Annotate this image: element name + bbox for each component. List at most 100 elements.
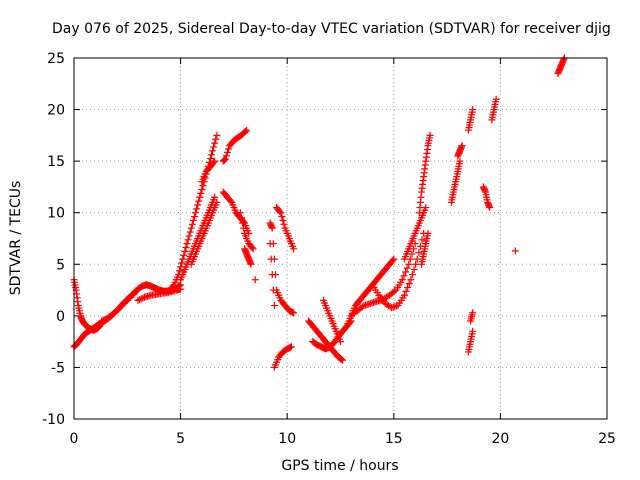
- data-point: [208, 151, 216, 159]
- data-point: [101, 315, 109, 323]
- data-point: [270, 302, 278, 310]
- data-point: [192, 209, 200, 217]
- data-point: [189, 216, 197, 224]
- data-point: [196, 193, 204, 201]
- data-point: [197, 189, 205, 197]
- data-point: [206, 155, 214, 163]
- data-point: [199, 182, 207, 190]
- x-tick-label: 25: [598, 431, 616, 447]
- data-point: [269, 286, 277, 294]
- data-point: [404, 283, 412, 291]
- data-point: [98, 317, 106, 325]
- series-arc-j: [219, 188, 253, 237]
- data-point: [268, 224, 276, 232]
- series-arc-t: [319, 296, 344, 346]
- plot-frame: [73, 57, 608, 420]
- series-arc-g: [187, 198, 221, 268]
- y-tick-label: 20: [47, 103, 65, 119]
- data-point: [193, 205, 201, 213]
- data-point: [183, 240, 191, 248]
- series-arc-i: [219, 126, 251, 165]
- series-arc-ab: [454, 142, 466, 160]
- data-point: [112, 307, 120, 315]
- x-tick-label: 0: [70, 431, 79, 447]
- y-tick-label: -5: [51, 360, 65, 376]
- data-point: [390, 287, 398, 295]
- data-point: [210, 143, 218, 151]
- data-point: [405, 280, 413, 288]
- y-tick-label: -10: [42, 412, 65, 428]
- x-tick-label: 20: [491, 431, 509, 447]
- data-point: [198, 186, 206, 194]
- series-arc-af: [479, 183, 494, 212]
- series-arc-aa: [447, 157, 464, 206]
- data-point: [211, 157, 219, 165]
- data-point: [410, 265, 418, 273]
- series-arc-ag: [488, 95, 500, 124]
- data-point: [290, 309, 298, 317]
- data-point: [290, 245, 298, 253]
- data-point: [184, 236, 192, 244]
- data-point: [400, 291, 408, 299]
- data-point: [176, 267, 184, 275]
- data-point: [186, 228, 194, 236]
- data-point: [194, 201, 202, 209]
- data-point: [137, 295, 145, 303]
- chart-title: Day 076 of 2025, Sidereal Day-to-day VTE…: [52, 21, 611, 37]
- y-tick-label: 25: [47, 51, 65, 67]
- data-point: [422, 204, 430, 212]
- data-point: [426, 131, 434, 139]
- data-point: [400, 272, 408, 280]
- data-point: [178, 259, 186, 267]
- series-arc-y: [415, 131, 434, 217]
- data-point: [398, 276, 406, 284]
- data-point: [125, 295, 133, 303]
- data-point: [211, 193, 219, 201]
- data-point: [267, 255, 275, 263]
- series-arc-h: [198, 157, 219, 186]
- data-point: [177, 285, 185, 293]
- data-point: [412, 260, 420, 268]
- series-arc-z: [418, 229, 432, 268]
- data-point: [236, 209, 244, 217]
- data-point: [486, 204, 494, 212]
- data-point: [415, 249, 423, 257]
- series-arc-n: [273, 204, 298, 253]
- data-point: [213, 198, 221, 206]
- data-point: [242, 127, 250, 135]
- data-point: [122, 298, 130, 306]
- data-point: [243, 126, 251, 134]
- data-point: [181, 247, 189, 255]
- series-arc-ai: [554, 54, 568, 77]
- data-point: [276, 207, 284, 215]
- data-point: [492, 95, 500, 103]
- series-arc-m: [266, 219, 298, 317]
- x-tick-label: 5: [176, 431, 185, 447]
- data-point: [277, 209, 285, 217]
- data-point: [225, 145, 233, 153]
- data-point: [209, 147, 217, 155]
- y-axis-label: SDTVAR / TECUs: [8, 181, 24, 296]
- x-axis-label: GPS time / hours: [281, 458, 398, 474]
- data-point: [239, 218, 247, 226]
- data-point: [280, 220, 288, 228]
- data-point: [210, 158, 218, 166]
- data-point: [126, 293, 134, 301]
- grid-lines: [74, 58, 607, 419]
- data-point: [180, 251, 188, 259]
- data-point: [339, 356, 347, 364]
- data-point: [123, 296, 131, 304]
- series-arc-q: [251, 276, 259, 284]
- data-point: [190, 213, 198, 221]
- data-point: [213, 131, 221, 139]
- data-point: [211, 139, 219, 147]
- data-point: [407, 276, 415, 284]
- data-point: [402, 268, 410, 276]
- data-point: [456, 157, 464, 165]
- data-point: [248, 244, 256, 252]
- data-point: [268, 271, 276, 279]
- y-tick-label: 0: [56, 309, 65, 325]
- data-point: [247, 260, 255, 268]
- series-arc-w: [368, 229, 428, 312]
